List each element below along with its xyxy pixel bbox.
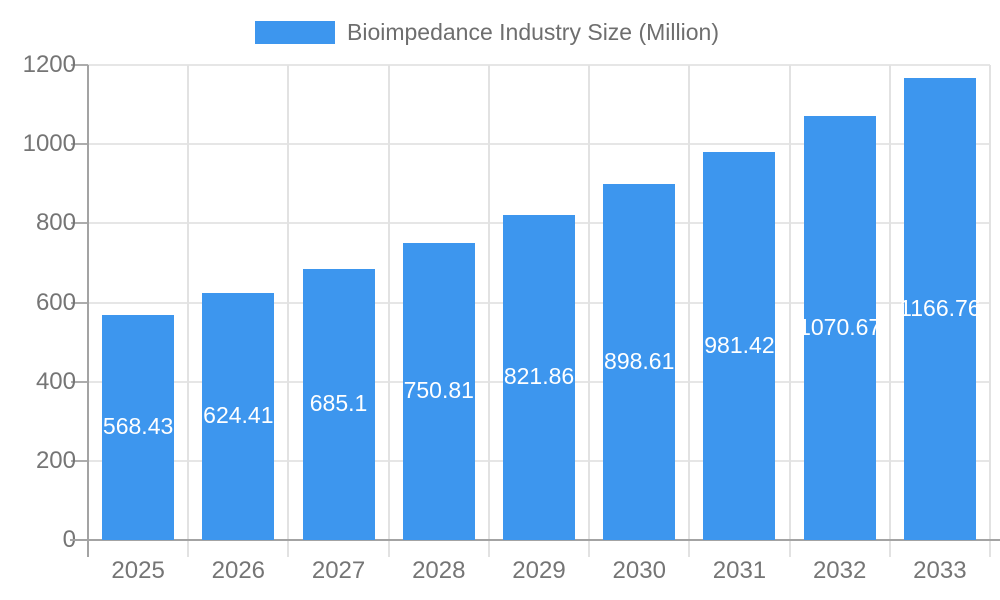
bar-2028 bbox=[402, 242, 475, 540]
x-gridline bbox=[387, 65, 390, 557]
bar-2025 bbox=[102, 314, 175, 540]
bar-2031 bbox=[703, 151, 776, 540]
bar-value-label: 898.61 bbox=[604, 348, 675, 375]
x-axis-line bbox=[70, 539, 1000, 541]
x-gridline bbox=[588, 65, 591, 557]
chart-legend: Bioimpedance Industry Size (Million) bbox=[255, 19, 719, 45]
x-gridline bbox=[187, 65, 190, 557]
y-axis-label: 1200 bbox=[22, 51, 76, 78]
y-axis-tick bbox=[71, 222, 88, 225]
bar-2032 bbox=[803, 116, 876, 540]
x-axis-label: 2032 bbox=[812, 557, 867, 584]
x-axis-label: 2030 bbox=[612, 557, 666, 584]
y-axis-tick bbox=[71, 143, 88, 146]
x-axis-label: 2031 bbox=[712, 557, 767, 584]
x-gridline bbox=[688, 65, 691, 557]
bar-2030 bbox=[603, 184, 676, 540]
bar-2026 bbox=[202, 292, 275, 540]
bar-value-label: 685.1 bbox=[309, 390, 368, 417]
y-axis-label: 600 bbox=[35, 288, 76, 316]
y-axis-label: 200 bbox=[35, 446, 76, 474]
bar-value-label: 568.43 bbox=[102, 413, 174, 440]
y-gridline bbox=[88, 143, 990, 146]
bar-2027 bbox=[302, 268, 375, 540]
bar-2033 bbox=[903, 78, 976, 540]
bar-value-label: 1166.76 bbox=[899, 295, 981, 322]
y-axis-label: 800 bbox=[35, 209, 76, 237]
y-axis-label: 400 bbox=[35, 367, 76, 395]
y-gridline bbox=[88, 64, 990, 66]
y-axis-label: 1000 bbox=[22, 130, 76, 158]
legend-swatch-icon bbox=[255, 20, 335, 44]
y-axis-label: 0 bbox=[62, 526, 76, 553]
x-axis-label: 2025 bbox=[111, 557, 165, 584]
y-axis-tick bbox=[71, 380, 88, 383]
y-axis-tick bbox=[71, 459, 88, 462]
x-axis-label: 2027 bbox=[311, 557, 366, 584]
bar-value-label: 981.42 bbox=[704, 331, 775, 358]
y-axis-tick bbox=[71, 64, 88, 66]
bar-value-label: 821.86 bbox=[503, 363, 575, 390]
x-axis-label: 2033 bbox=[913, 557, 967, 584]
x-axis-label: 2029 bbox=[512, 557, 566, 584]
legend-label: Bioimpedance Industry Size (Million) bbox=[347, 18, 719, 45]
x-gridline bbox=[888, 65, 891, 557]
bar-value-label: 624.41 bbox=[203, 402, 274, 429]
bar-2029 bbox=[503, 214, 575, 540]
x-gridline bbox=[788, 65, 791, 557]
x-gridline bbox=[989, 65, 991, 557]
y-axis-tick bbox=[71, 301, 88, 304]
y-axis-line bbox=[87, 65, 89, 557]
x-axis-label: 2028 bbox=[412, 557, 466, 584]
x-gridline bbox=[287, 65, 290, 557]
x-axis-label: 2026 bbox=[211, 557, 266, 584]
x-gridline bbox=[487, 65, 490, 557]
bar-value-label: 1070.67 bbox=[798, 314, 882, 341]
bar-value-label: 750.81 bbox=[403, 377, 474, 404]
